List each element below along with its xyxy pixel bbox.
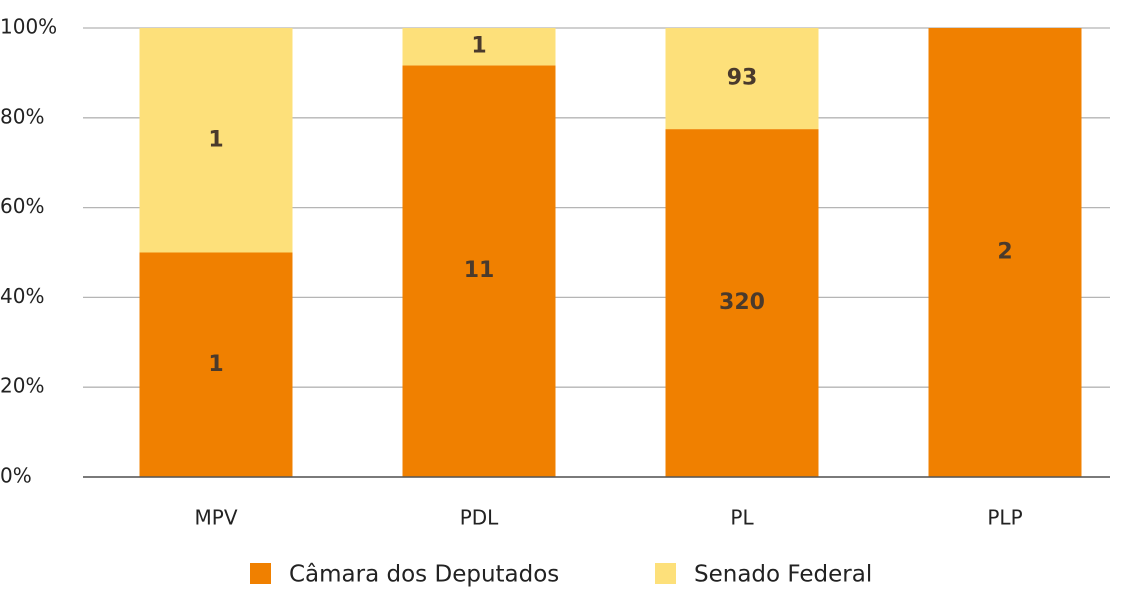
data-label: 2 [997,240,1012,265]
bar-segment [928,28,1082,477]
data-label: 93 [727,66,758,91]
bar-segment [665,28,819,130]
data-label: 1 [471,34,486,59]
x-tick-label: PDL [460,506,499,530]
bar-segment [139,28,293,253]
legend-label: Senado Federal [694,562,872,588]
x-tick-label: PLP [987,506,1022,530]
y-tick-label: 40% [0,284,44,308]
legend-swatch [655,563,676,584]
data-label: 1 [208,127,223,152]
y-tick-label: 100% [0,15,57,39]
data-label: 1 [208,352,223,377]
y-tick-label: 0% [0,464,32,488]
bar-segment [139,252,293,477]
bar-segment [665,129,819,477]
legend-label: Câmara dos Deputados [289,562,559,588]
legend-swatch [250,563,271,584]
y-tick-label: 20% [0,374,44,398]
x-tick-label: MPV [195,506,238,530]
y-tick-label: 60% [0,194,44,218]
data-label: 320 [719,290,765,315]
data-label: 11 [464,258,495,283]
bar-segment [402,65,556,478]
x-tick-label: PL [730,506,754,530]
y-tick-label: 80% [0,104,44,128]
bar-segment [402,28,556,66]
